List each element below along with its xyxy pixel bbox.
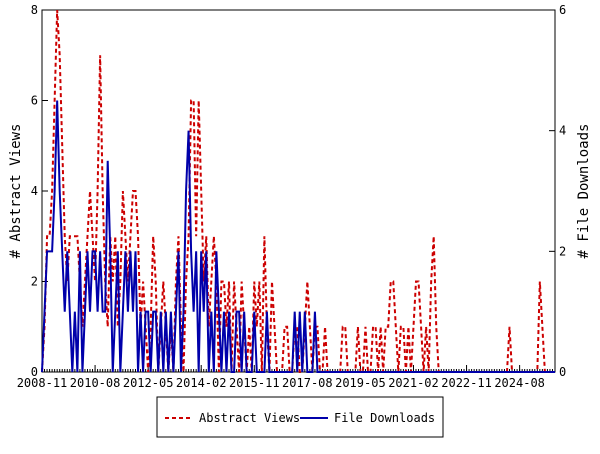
y2-tick-label: 0 [559,365,566,379]
y-tick-label: 6 [31,94,38,108]
y-tick-label: 0 [31,365,38,379]
x-tick-label: 2010-08 [70,376,121,390]
legend-label: File Downloads [334,411,435,425]
legend-label: Abstract Views [199,411,300,425]
y2-tick-label: 6 [559,3,566,17]
y-tick-label: 8 [31,3,38,17]
y2-axis-label: # File Downloads [576,124,592,259]
y-tick-label: 2 [31,275,38,289]
y-tick-label: 4 [31,184,38,198]
y2-tick-label: 4 [559,124,566,138]
x-tick-label: 2024-08 [494,376,545,390]
x-tick-label: 2014-02 [176,376,227,390]
x-tick-label: 2015-11 [229,376,280,390]
x-tick-label: 2019-05 [335,376,386,390]
series-line [41,100,555,373]
y2-tick-label: 2 [559,244,566,258]
y-axis-label: # Abstract Views [8,124,24,259]
x-tick-label: 2022-11 [441,376,492,390]
x-tick-label: 2008-11 [17,376,68,390]
x-tick-label: 2021-02 [388,376,439,390]
x-tick-label: 2017-08 [282,376,333,390]
x-tick-label: 2012-05 [123,376,174,390]
